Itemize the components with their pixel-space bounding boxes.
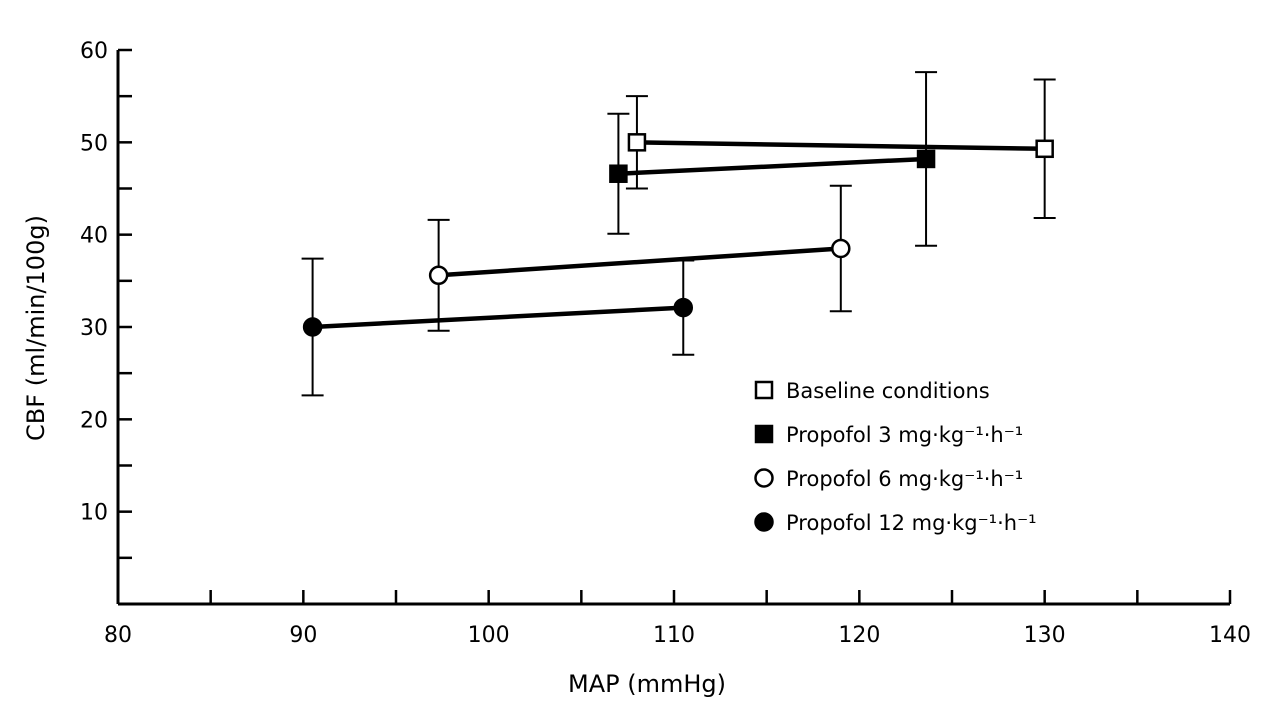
data-points (302, 133, 1054, 337)
y-tick-label: 40 (80, 224, 108, 249)
legend: Baseline conditions Propofol 3 mg·kg⁻¹·h⁻… (754, 379, 1037, 535)
x-tick-label: 110 (653, 623, 695, 648)
data-point-open-circle (831, 238, 851, 259)
x-tick-label: 80 (104, 623, 132, 648)
y-tick-label: 60 (80, 39, 108, 64)
x-tick-label: 130 (1024, 623, 1066, 648)
series-lines (312, 140, 1045, 330)
x-tick-label: 90 (289, 623, 317, 648)
series-line-3 (438, 246, 841, 278)
error-bars (301, 71, 1056, 397)
x-tick-label: 100 (468, 623, 510, 648)
legend-marker-filled-circle (754, 512, 774, 532)
axes: 80 90 100 110 120 130 140 10 20 30 40 50 60 (80, 39, 1251, 648)
data-point-filled-square (916, 149, 936, 169)
x-axis-title: MAP (mmHg) (568, 670, 726, 698)
x-tick-label: 140 (1209, 623, 1251, 648)
data-point-filled-circle (302, 317, 323, 337)
legend-label: Baseline conditions (786, 379, 990, 403)
x-tick-label: 120 (838, 623, 880, 648)
series-line-2 (618, 156, 927, 176)
legend-label: Propofol 12 mg·kg⁻¹·h⁻¹ (786, 511, 1037, 535)
data-point-open-square (627, 133, 647, 152)
y-axis-title: CBF (ml/min/100g) (22, 215, 50, 441)
data-point-filled-square (609, 164, 628, 183)
y-tick-label: 30 (80, 316, 108, 341)
series-layer (301, 71, 1056, 397)
series-line-4 (312, 305, 684, 330)
y-tick-label: 50 (80, 131, 108, 156)
series-line-1 (636, 140, 1045, 152)
legend-marker-open-circle (754, 468, 774, 488)
data-point-open-circle (428, 265, 449, 286)
legend-label: Propofol 3 mg·kg⁻¹·h⁻¹ (786, 423, 1023, 447)
data-point-filled-circle (673, 297, 694, 318)
legend-marker-open-square (754, 380, 774, 400)
y-tick-label: 20 (80, 408, 108, 433)
y-tick-label: 10 (80, 501, 108, 526)
legend-marker-filled-square (754, 424, 774, 444)
legend-label: Propofol 6 mg·kg⁻¹·h⁻¹ (786, 467, 1023, 491)
data-point-open-square (1035, 139, 1054, 159)
